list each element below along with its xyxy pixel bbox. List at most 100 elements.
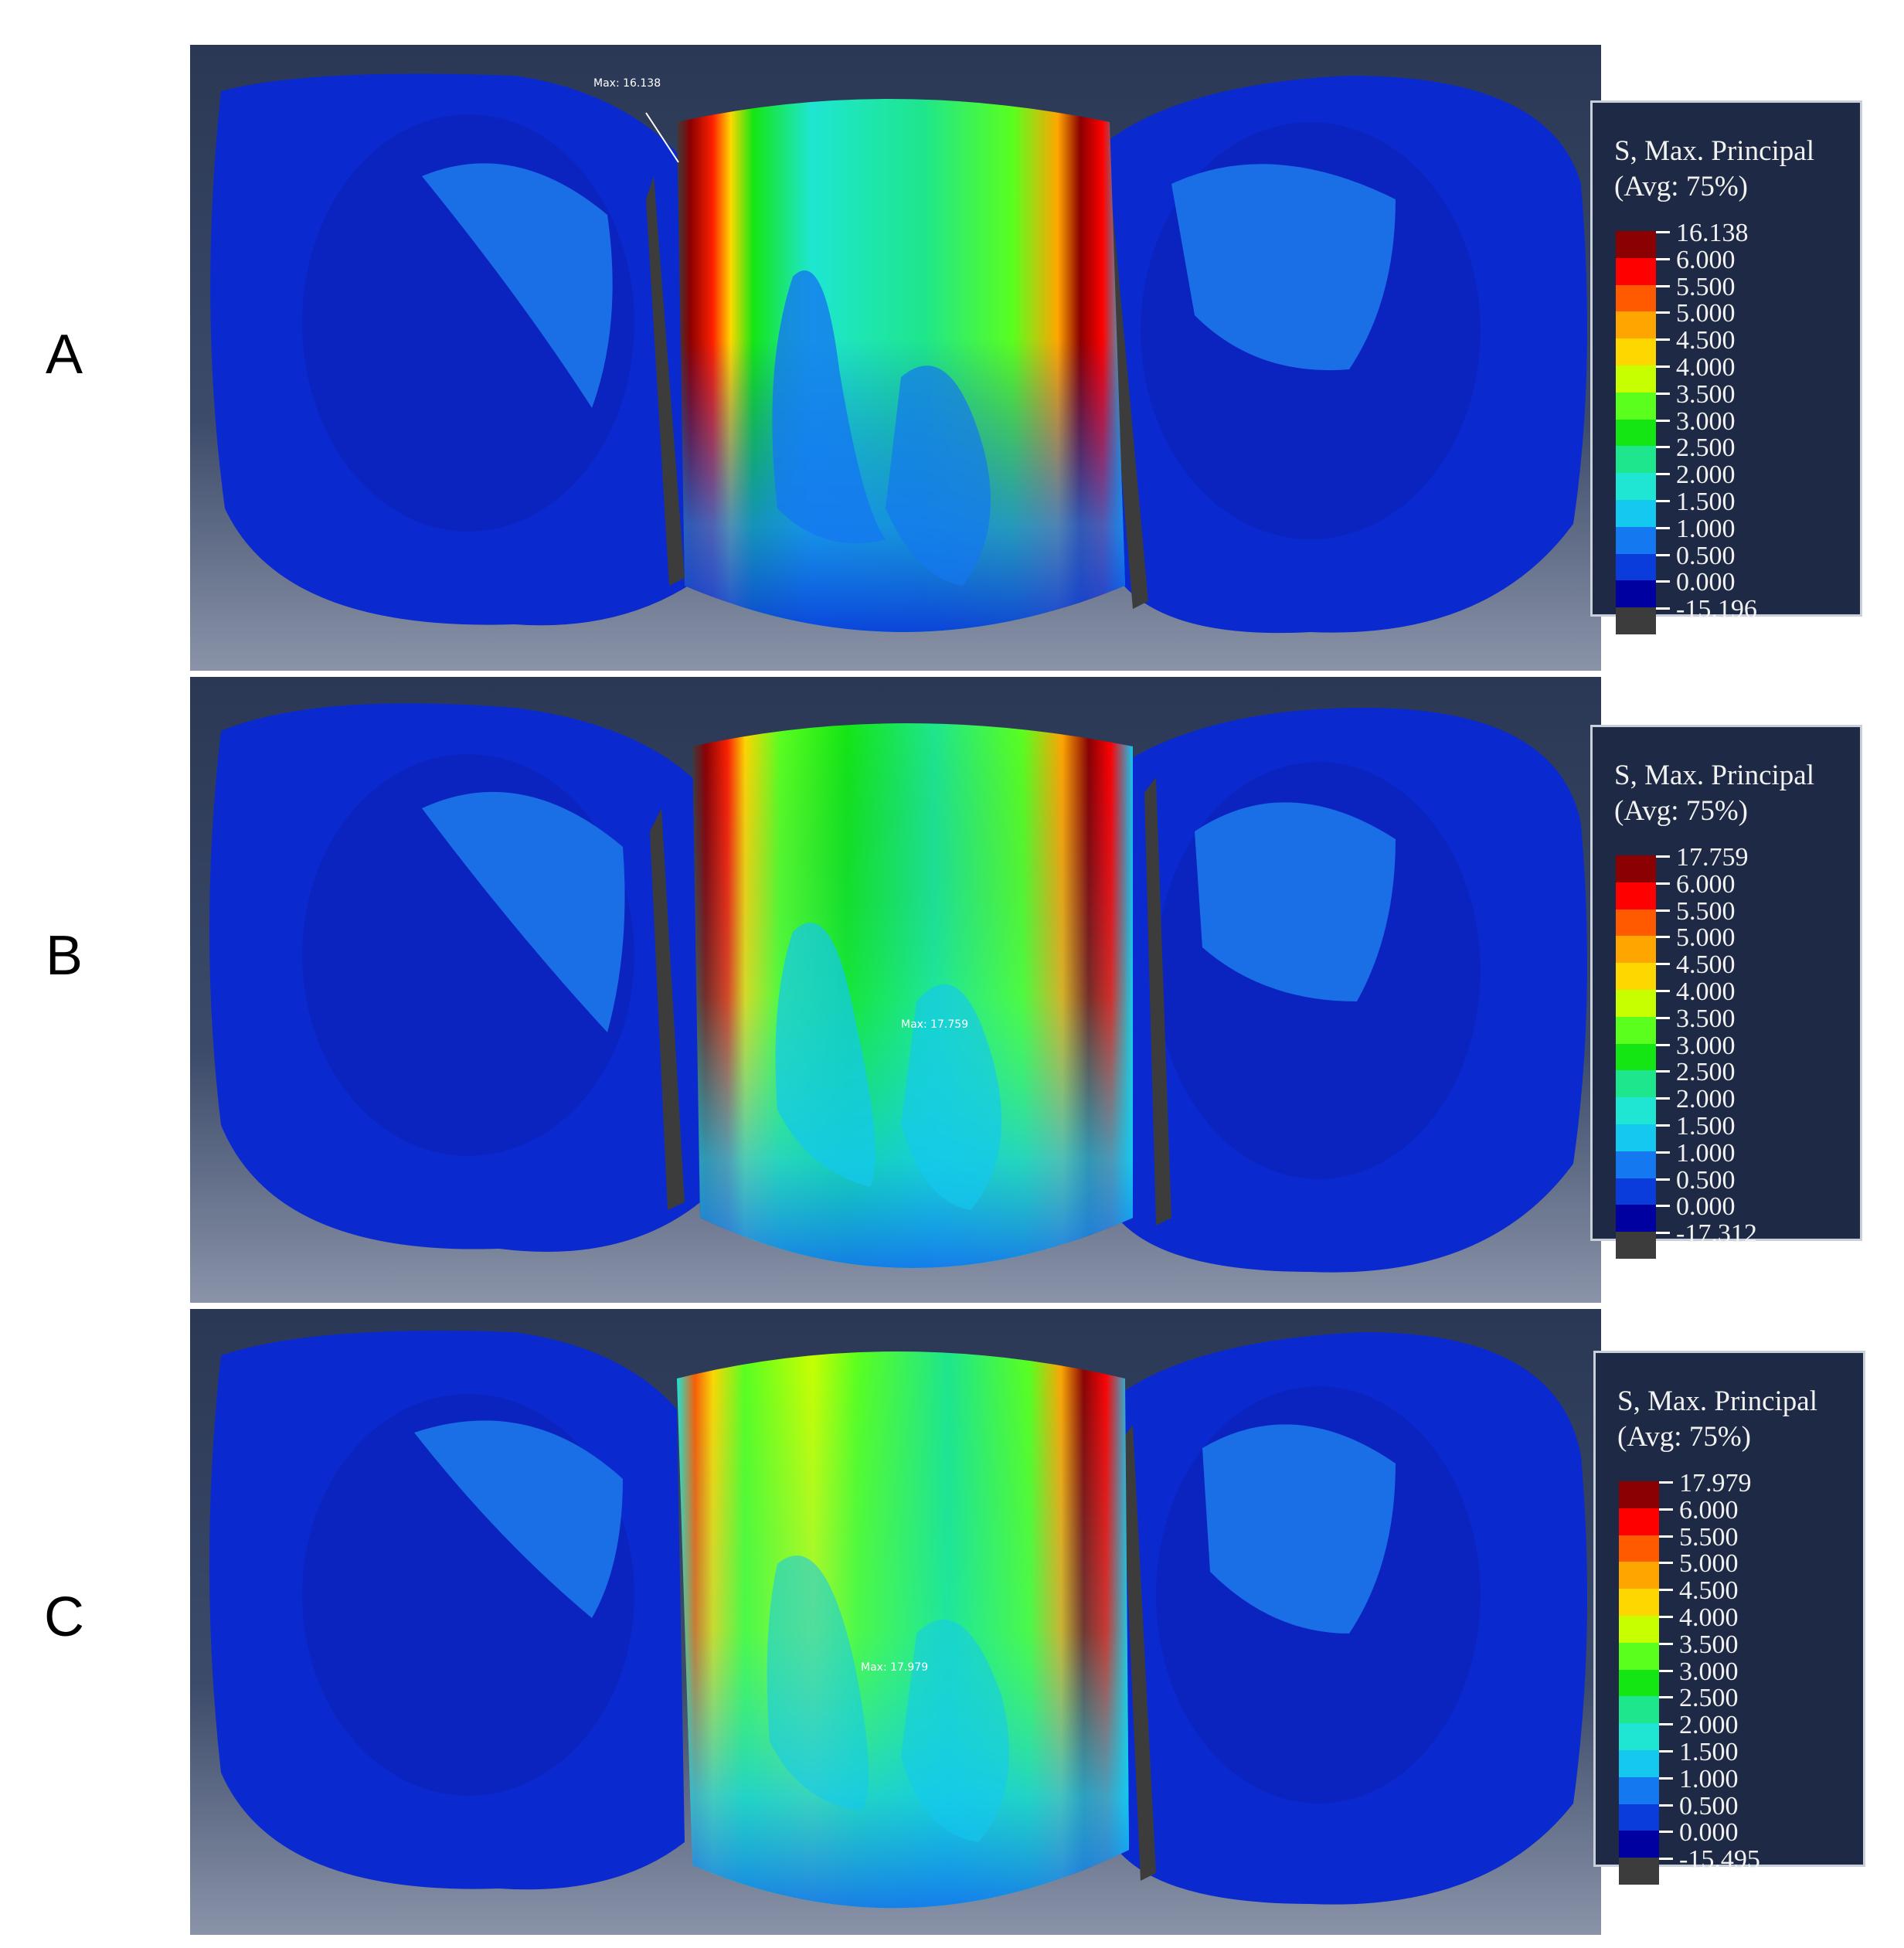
legend-tick [1656,1205,1670,1208]
legend-value-label: 4.500 [1679,1576,1739,1606]
legend-color-scale-b: 17.759 6.000 5.500 5.000 4.500 4.000 3.500 3.00… [1593,845,1860,1260]
legend-value-label: -15.196 [1676,595,1757,624]
legend-value-label: 1.500 [1679,1738,1739,1766]
legend-title-line2: (Avg: 75%) [1617,1421,1751,1453]
legend-value-label: 3.500 [1676,379,1736,409]
legend-value-label: 0.000 [1676,568,1736,597]
legend-color-scale-a: 16.138 6.000 5.500 5.000 4.500 4.000 3.500 3.00… [1593,220,1860,635]
legend-tick [1656,392,1670,395]
legend-tick [1656,231,1670,233]
legend-tick [1659,1858,1673,1861]
legend-value-label: 1.000 [1676,514,1736,543]
legend-tick [1656,1124,1670,1127]
legend-swatch [1616,284,1656,312]
stress-plot-viewport-a: Max: 16.138 [190,45,1601,671]
legend-tick [1656,1016,1670,1019]
legend-value-label: 2.000 [1679,1711,1739,1740]
legend-tick [1656,855,1670,858]
legend-value-label: 5.500 [1679,1522,1739,1552]
legend-value-label: 1.000 [1679,1764,1739,1793]
legend-title-line2: (Avg: 75%) [1614,171,1748,202]
legend-value-label: 6.000 [1679,1495,1739,1525]
legend-value-label: 5.000 [1679,1549,1739,1579]
legend-swatch [1616,338,1656,366]
legend-value-label: 2.500 [1676,1058,1736,1087]
max-leader-line-a [645,112,679,163]
legend-swatch [1616,1016,1656,1044]
legend-tick [1656,1178,1670,1181]
legend-tick [1656,419,1670,422]
legend-value-label: 2.000 [1676,1085,1736,1114]
legend-tick [1656,936,1670,939]
legend-swatch [1619,1804,1659,1831]
legend-tick [1656,526,1670,529]
legend-swatch [1616,231,1656,258]
legend-value-label: 4.500 [1676,326,1736,355]
legend-value-label: 2.500 [1676,433,1736,463]
panel-letter-b: B [45,925,83,987]
legend-value-label: 4.000 [1676,353,1736,382]
legend-value-label: 6.000 [1676,869,1736,899]
legend-swatch [1619,1616,1659,1643]
legend-swatch [1616,909,1656,937]
legend-tick [1656,1097,1670,1100]
legend-swatch [1616,1070,1656,1098]
legend-swatch [1619,1669,1659,1697]
legend-swatch [1616,311,1656,339]
legend-swatch [1619,1562,1659,1589]
legend-value-label: 5.500 [1676,896,1736,926]
legend-title-c: S, Max. Principal (Avg: 75%) [1617,1384,1817,1455]
stress-contour-render-b [190,677,1601,1303]
legend-swatch [1616,392,1656,420]
legend-value-label: 4.000 [1676,977,1736,1006]
legend-value-label: 0.500 [1676,541,1736,570]
stress-plot-viewport-b: Max: 17.759 [190,677,1601,1303]
legend-swatch [1619,1535,1659,1562]
legend-tick [1659,1642,1673,1645]
legend-title-line1: S, Max. Principal [1614,135,1814,167]
legend-swatch [1616,553,1656,581]
legend-swatch [1619,1508,1659,1535]
legend-title-b: S, Max. Principal (Avg: 75%) [1614,758,1814,829]
legend-swatch [1616,1151,1656,1178]
legend-title-line1: S, Max. Principal [1617,1385,1817,1417]
legend-tick [1659,1481,1673,1484]
legend-value-label: 5.000 [1676,299,1736,328]
legend-value-label: 0.500 [1676,1165,1736,1195]
legend-tick [1659,1804,1673,1807]
legend-swatch [1619,1589,1659,1617]
legend-tick [1656,446,1670,449]
legend-swatch [1616,855,1656,882]
legend-tick [1656,338,1670,342]
legend-tick [1659,1831,1673,1834]
legend-swatch [1616,936,1656,964]
legend-value-label: 3.000 [1679,1657,1739,1686]
legend-swatch [1616,1097,1656,1125]
legend-swatch [1616,607,1656,635]
stress-contour-render-a [190,45,1601,671]
legend-tick [1656,257,1670,260]
legend-value-label: 1.000 [1676,1138,1736,1168]
legend-tick [1656,365,1670,368]
legend-swatch [1616,882,1656,909]
legend-tick [1656,909,1670,912]
legend-tick [1656,284,1670,287]
legend-tick [1656,882,1670,885]
legend-swatch [1616,1178,1656,1205]
legend-swatch [1619,1831,1659,1858]
legend-title-line2: (Avg: 75%) [1614,795,1748,827]
legend-value-label: 4.500 [1676,950,1736,980]
legend-swatch [1619,1750,1659,1777]
legend-value-label: -15.495 [1679,1845,1760,1875]
legend-tick [1659,1508,1673,1511]
legend-swatch [1619,1696,1659,1724]
legend-tick [1659,1535,1673,1538]
legend-value-label: 1.500 [1676,488,1736,516]
legend-tick [1659,1696,1673,1699]
stress-plot-viewport-c: Max: 17.979 [190,1309,1601,1935]
legend-value-label: 6.000 [1676,245,1736,274]
panel-letter-a: A [45,324,83,386]
panel-letter-c: C [44,1586,84,1648]
legend-value-label: 1.500 [1676,1112,1736,1141]
legend-tick [1659,1562,1673,1565]
